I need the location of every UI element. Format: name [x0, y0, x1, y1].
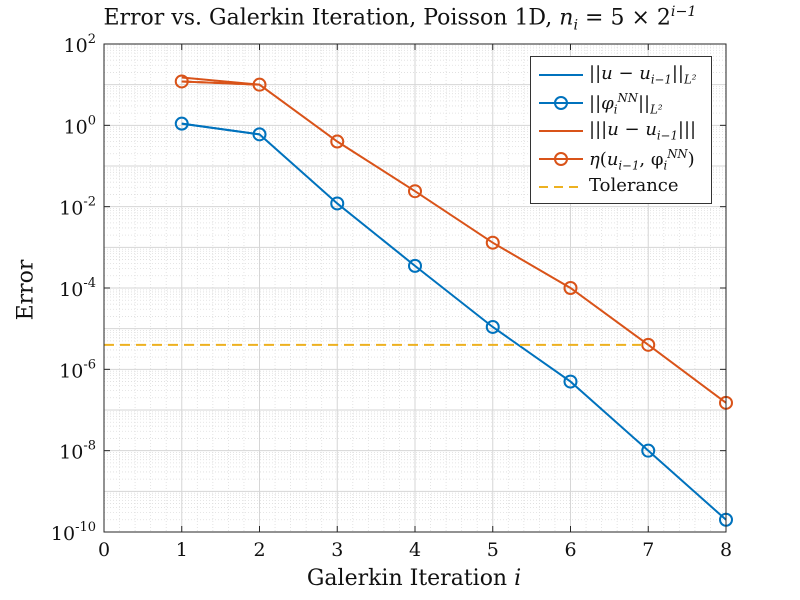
legend-swatch-eta — [539, 152, 583, 166]
legend-item-phi-l2: ||φiNN||L² — [531, 89, 713, 117]
series-line-1 — [181, 122, 727, 521]
title-sub: i — [573, 17, 579, 34]
y-tick-label: 10-8 — [59, 439, 96, 464]
legend-label-eta: η(ui−1, φiNN) — [589, 147, 695, 173]
x-tick-label: 3 — [331, 539, 343, 561]
data-point — [485, 235, 500, 250]
x-tick-label: 8 — [720, 539, 732, 561]
x-tick-label: 6 — [564, 539, 576, 561]
y-tick-label: 10-6 — [59, 357, 96, 382]
legend: ||u − ui−1||L² ||φiNN||L² |||u − ui−1|||… — [530, 56, 712, 204]
legend-label-energy-error: |||u − ui−1||| — [589, 119, 697, 143]
data-point — [563, 374, 578, 389]
series-line-5 — [181, 80, 260, 86]
legend-label-tolerance: Tolerance — [589, 175, 679, 196]
legend-swatch-tolerance — [539, 186, 583, 188]
data-point — [641, 337, 656, 352]
y-tick-label: 100 — [64, 113, 96, 138]
y-tick-label: 10-4 — [59, 276, 96, 301]
title-rest: = 5 × 2 — [578, 5, 671, 31]
legend-label-phi-l2: ||φiNN||L² — [589, 91, 663, 117]
x-tick-label: 4 — [409, 539, 421, 561]
legend-label-l2-error: ||u − ui−1||L² — [589, 63, 697, 87]
y-axis-label: Error — [13, 259, 39, 321]
x-axis-label: Galerkin Iteration i — [307, 566, 521, 591]
x-tick-label: 5 — [487, 539, 499, 561]
x-tick-label: 0 — [98, 539, 110, 561]
legend-item-energy-error: |||u − ui−1||| — [531, 117, 713, 145]
title-sup: i−1 — [670, 4, 697, 20]
title-var: n — [559, 5, 574, 31]
y-tick-label: 10-10 — [51, 520, 96, 545]
legend-item-eta: η(ui−1, φiNN) — [531, 145, 713, 173]
data-point — [485, 319, 500, 334]
x-tick-label: 1 — [176, 539, 188, 561]
series-line-3 — [181, 80, 727, 404]
data-point — [641, 443, 656, 458]
legend-item-tolerance: Tolerance — [531, 173, 713, 201]
x-tick-label: 7 — [642, 539, 654, 561]
x-tick-label: 2 — [253, 539, 265, 561]
data-point — [330, 134, 345, 149]
x-axis-label-var: i — [514, 566, 522, 591]
data-point — [408, 184, 422, 199]
legend-swatch-phi-l2 — [539, 96, 583, 110]
chart-title: Error vs. Galerkin Iteration, Poisson 1D… — [0, 4, 800, 34]
data-point — [330, 196, 345, 211]
data-point — [252, 127, 267, 142]
legend-swatch-energy-error — [539, 130, 583, 132]
legend-item-l2-error: ||u − ui−1||L² — [531, 61, 713, 89]
data-point — [174, 116, 189, 131]
y-tick-label: 102 — [64, 32, 96, 57]
x-axis-label-text: Galerkin Iteration — [306, 566, 508, 591]
legend-swatch-l2-error — [539, 74, 583, 76]
data-point — [408, 258, 422, 273]
title-text: Error vs. Galerkin Iteration, Poisson 1D… — [103, 5, 560, 31]
data-point — [563, 281, 578, 295]
y-tick-label: 10-2 — [59, 195, 96, 220]
